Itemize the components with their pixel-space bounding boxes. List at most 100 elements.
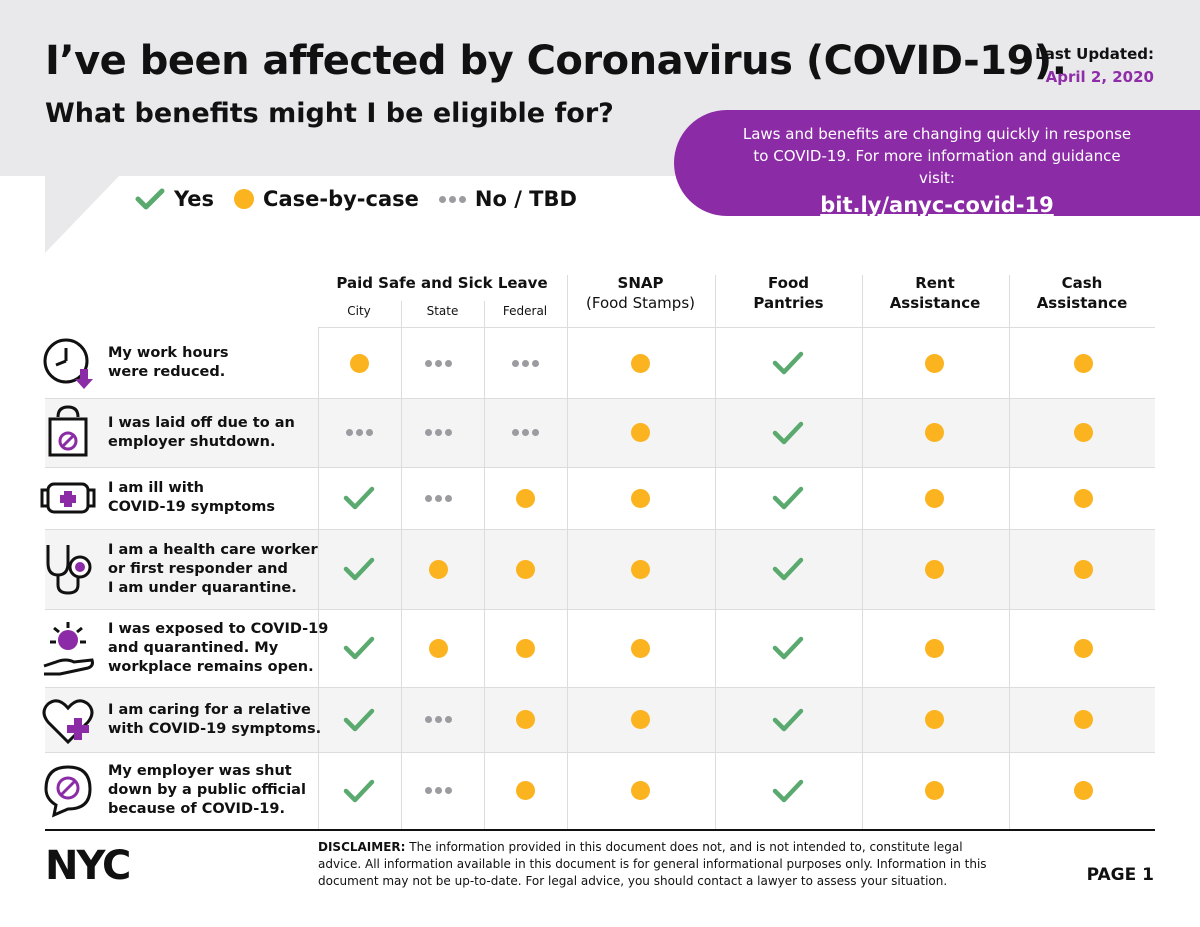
mask-icon — [40, 482, 96, 514]
row-label-line: workplace remains open. — [108, 658, 314, 675]
page-title: I’ve been affected by Coronavirus (COVID… — [45, 38, 1067, 84]
disclaimer: DISCLAIMER: The information provided in … — [318, 839, 998, 890]
yellow-dot-icon — [234, 189, 255, 209]
table-cell — [758, 413, 818, 453]
subhead-federal: Federal — [502, 304, 548, 318]
column-divider — [484, 301, 485, 829]
row-background — [45, 398, 1155, 467]
yellow-dot-icon — [1073, 488, 1093, 508]
table-cell — [329, 343, 389, 383]
yellow-dot-icon — [924, 488, 944, 508]
table-cell — [495, 413, 555, 453]
table-cell — [329, 549, 389, 589]
check-icon — [343, 779, 375, 802]
gray-dots-icon — [511, 429, 539, 436]
table-cell — [495, 771, 555, 811]
footer-divider — [45, 829, 1155, 831]
row-label: My employer was shut down by a public off… — [108, 762, 306, 819]
yellow-dot-icon — [1073, 710, 1093, 729]
check-icon — [135, 188, 165, 210]
table-cell — [495, 700, 555, 740]
row-label-line: COVID-19 symptoms — [108, 499, 275, 515]
table-cell — [408, 343, 468, 383]
table-cell — [904, 700, 964, 740]
colhead-paid-leave: Paid Safe and Sick Leave — [336, 274, 548, 292]
yellow-dot-icon — [630, 559, 650, 579]
colhead-snap: SNAP (Food Stamps) — [567, 273, 714, 313]
row-divider — [45, 467, 1155, 468]
table-cell — [610, 343, 670, 383]
row-label: I was laid off due to an employer shutdow… — [108, 414, 295, 452]
yellow-dot-icon — [515, 638, 535, 658]
info-banner-link[interactable]: bit.ly/anyc-covid-19 — [820, 193, 1054, 217]
table-cell — [329, 771, 389, 811]
table-cell — [1053, 771, 1113, 811]
yellow-dot-icon — [1073, 559, 1093, 579]
table-cell — [610, 700, 670, 740]
row-label-line: were reduced. — [108, 364, 226, 380]
info-banner-message: Laws and benefits are changing quickly i… — [742, 125, 1132, 187]
row-label: My work hours were reduced. — [108, 344, 229, 382]
legend-yes-label: Yes — [174, 187, 215, 211]
colhead-rent: Rent Assistance — [862, 273, 1008, 313]
gray-dots-icon — [424, 429, 452, 436]
check-icon — [772, 486, 804, 510]
info-banner: Laws and benefits are changing quickly i… — [674, 110, 1200, 217]
yellow-dot-icon — [630, 710, 650, 729]
row-divider — [45, 398, 1155, 399]
colhead-cash-line1: Cash — [1061, 274, 1103, 292]
table-cell — [329, 700, 389, 740]
table-cell — [904, 771, 964, 811]
virus-hand-icon — [43, 622, 94, 676]
row-label: I was exposed to COVID-19 and quarantined… — [108, 620, 328, 677]
colhead-food-line2: Pantries — [753, 294, 824, 312]
table-cell — [495, 628, 555, 668]
check-icon — [772, 636, 804, 660]
yellow-dot-icon — [924, 353, 944, 373]
speech-no-icon — [44, 764, 92, 818]
header-divider — [318, 327, 1155, 328]
check-icon — [343, 557, 375, 581]
check-icon — [772, 351, 804, 375]
table-cell — [408, 628, 468, 668]
legend-case: Case-by-case — [234, 187, 419, 211]
table-cell — [408, 413, 468, 453]
check-icon — [772, 708, 804, 731]
gray-dots-icon — [424, 494, 452, 502]
colhead-cash-line2: Assistance — [1036, 294, 1128, 312]
page-number: PAGE 1 — [1086, 865, 1154, 885]
row-label-line: or first responder and — [108, 560, 288, 577]
row-label: I am ill with COVID-19 symptoms — [108, 479, 275, 517]
colhead-cash: Cash Assistance — [1009, 273, 1155, 313]
row-label-line: My work hours — [108, 345, 229, 361]
row-background — [45, 529, 1155, 609]
gray-dots-icon — [424, 359, 452, 367]
disclaimer-label: DISCLAIMER: — [318, 840, 406, 854]
yellow-dot-icon — [515, 710, 535, 729]
page-subtitle: What benefits might I be eligible for? — [45, 98, 614, 129]
yellow-dot-icon — [515, 781, 535, 800]
table-cell — [1053, 549, 1113, 589]
last-updated-label: Last Updated: — [1035, 45, 1154, 63]
nyc-logo: NYC — [45, 846, 131, 882]
legend-no: No / TBD — [438, 187, 577, 211]
check-icon — [343, 636, 375, 660]
row-label-line: employer shutdown. — [108, 433, 276, 450]
check-icon — [772, 779, 804, 802]
colhead-rent-line1: Rent — [915, 274, 955, 292]
speech-bubble-tail — [45, 175, 120, 253]
subhead-city: City — [347, 304, 371, 318]
row-background — [45, 687, 1155, 752]
table-cell — [758, 343, 818, 383]
colhead-food: Food Pantries — [715, 273, 862, 313]
legend: Yes Case-by-case No / TBD — [135, 187, 597, 211]
table-cell — [1053, 343, 1113, 383]
yellow-dot-icon — [1073, 423, 1093, 442]
table-cell — [1053, 478, 1113, 518]
subhead-state: State — [426, 304, 459, 318]
yellow-dot-icon — [924, 710, 944, 729]
column-divider — [318, 328, 319, 829]
table-cell — [329, 628, 389, 668]
row-label-line: I am under quarantine. — [108, 579, 297, 596]
colhead-food-line1: Food — [768, 274, 809, 292]
